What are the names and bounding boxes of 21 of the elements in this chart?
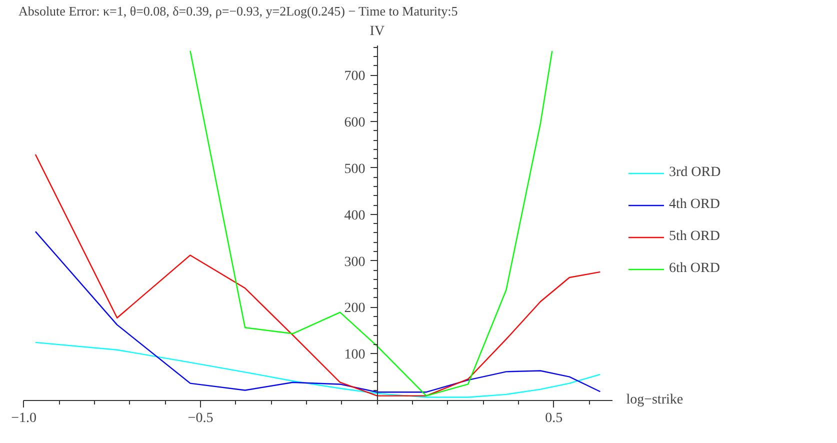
- x-tick-label: −0.5: [188, 411, 214, 426]
- y-tick-label: 500: [344, 162, 366, 177]
- legend-label: 4th ORD: [669, 197, 720, 213]
- legend-label: 3rd ORD: [669, 165, 721, 181]
- y-tick-label: 600: [344, 116, 366, 131]
- line-series: [34, 230, 601, 393]
- line-series: [34, 154, 601, 396]
- line-series: [34, 342, 601, 398]
- x-tick-label: −1.0: [11, 411, 37, 426]
- y-axis-title: IV: [370, 24, 385, 39]
- y-tick-label: 200: [344, 301, 366, 316]
- y-tick-label: 100: [344, 348, 366, 363]
- x-axis-title: log−strike: [626, 392, 684, 408]
- x-tick-label: 0.5: [545, 411, 563, 426]
- y-tick-label: 700: [344, 69, 366, 84]
- chart-title: Absolute Error: κ=1, θ=0.08, δ=0.39, ρ=−0.93, y=2Log(0.245) − Time to Maturity:5: [18, 4, 458, 18]
- line-series: [190, 50, 553, 396]
- y-tick-label: 400: [344, 208, 366, 224]
- y-tick-label: 300: [344, 254, 366, 270]
- legend-label: 5th ORD: [669, 229, 720, 245]
- legend-label: 6th ORD: [669, 261, 720, 277]
